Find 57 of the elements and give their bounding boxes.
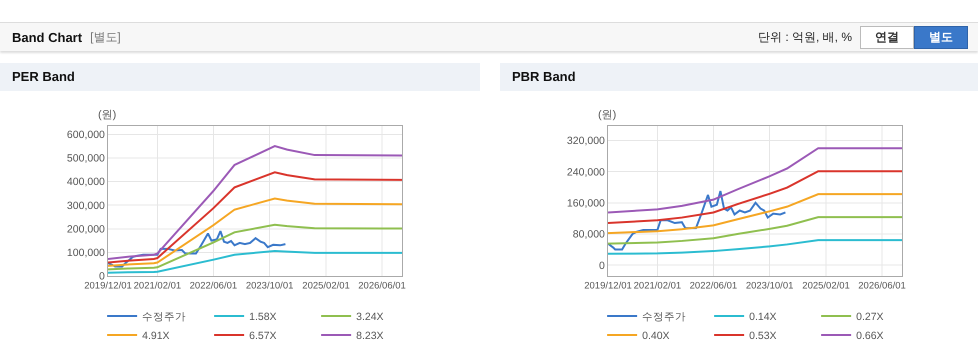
chart-title: PER Band	[0, 63, 480, 91]
x-tick-label: 2023/10/01	[246, 280, 294, 292]
legend-label: 0.27X	[856, 311, 884, 324]
x-tick-label: 2019/12/01	[84, 280, 132, 292]
x-tick-label: 2021/02/01	[134, 280, 182, 292]
line-series	[108, 230, 286, 268]
y-tick-label: 500,000	[66, 152, 106, 165]
text: 단위 : 억원, 배, %	[758, 28, 852, 46]
y-tick-label: 0	[599, 260, 606, 272]
text: 연결	[860, 26, 914, 48]
line-series	[608, 147, 902, 214]
x-tick-label: 2025/02/01	[302, 280, 350, 292]
line-series	[108, 171, 402, 264]
y-tick-label: 240,000	[566, 166, 606, 178]
y-tick-label: 400,000	[66, 176, 106, 188]
y-tick-label: 320,000	[566, 135, 606, 148]
y-tick-label: 600,000	[66, 128, 106, 141]
y-axis-title: (원)	[98, 109, 116, 121]
text: [별도]	[90, 28, 121, 46]
y-tick-label: 100,000	[66, 247, 106, 260]
line-series	[608, 190, 786, 251]
x-tick-label: 2025/02/01	[802, 280, 850, 292]
y-tick-label: 300,000	[66, 200, 106, 212]
text: 별도	[914, 26, 968, 48]
legend-label: 0.66X	[856, 330, 884, 342]
line-series	[608, 170, 902, 224]
line-series	[108, 224, 402, 270]
x-tick-label: 2026/06/01	[358, 280, 406, 292]
x-tick-label: 2019/12/01	[584, 280, 632, 292]
y-tick-label: 0	[99, 270, 106, 283]
legend-label: 0.14X	[749, 311, 777, 324]
line-series	[108, 198, 402, 267]
y-tick-label: 200,000	[66, 223, 106, 236]
legend-label: 0.40X	[642, 330, 670, 342]
legend-label: 수정주가	[142, 311, 186, 324]
x-tick-label: 2023/10/01	[746, 280, 794, 292]
text: Band Chart	[12, 30, 82, 44]
line-series	[108, 145, 402, 260]
y-tick-label: 80,000	[572, 228, 606, 241]
x-tick-label: 2022/06/01	[190, 280, 238, 292]
line-series	[108, 250, 402, 274]
legend-label: 8.23X	[356, 330, 384, 342]
legend-label: 1.58X	[249, 311, 277, 324]
line-series	[608, 216, 902, 245]
legend-label: 4.91X	[142, 330, 170, 342]
y-axis-title: (원)	[598, 109, 616, 121]
legend-label: 0.53X	[749, 330, 777, 342]
x-tick-label: 2022/06/01	[690, 280, 738, 292]
legend-label: 수정주가	[642, 311, 686, 324]
legend-label: 3.24X	[356, 311, 384, 324]
y-tick-label: 160,000	[566, 197, 606, 210]
x-tick-label: 2026/06/01	[858, 280, 906, 292]
line-series	[608, 193, 902, 234]
legend-label: 6.57X	[249, 330, 277, 342]
chart-title: PBR Band	[500, 63, 978, 91]
line-series	[608, 239, 902, 255]
x-tick-label: 2021/02/01	[634, 280, 682, 292]
